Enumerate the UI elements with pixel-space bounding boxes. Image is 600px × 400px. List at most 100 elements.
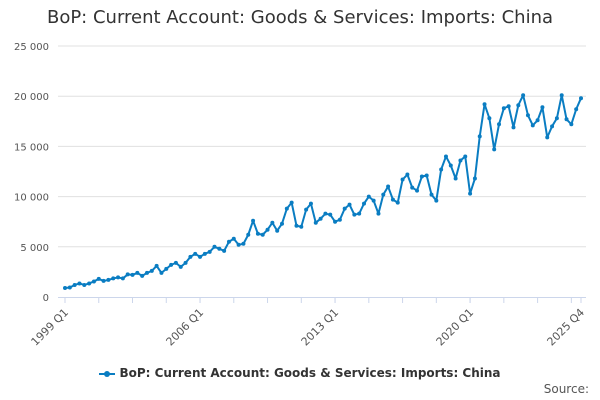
- data-point: [231, 236, 236, 241]
- data-point: [106, 277, 111, 282]
- data-point: [91, 279, 96, 284]
- y-tick-label: 15 000: [14, 142, 49, 153]
- data-point: [424, 173, 429, 178]
- data-point: [275, 228, 280, 233]
- data-point: [318, 216, 323, 221]
- data-point: [434, 198, 439, 203]
- data-point: [308, 201, 313, 206]
- data-point: [188, 254, 193, 259]
- data-point: [506, 104, 511, 109]
- data-point: [559, 93, 564, 98]
- data-point: [525, 113, 530, 118]
- data-point: [352, 212, 357, 217]
- data-point: [67, 285, 72, 290]
- data-point: [535, 118, 540, 123]
- data-point: [415, 188, 420, 193]
- data-point: [333, 219, 338, 224]
- data-point: [236, 242, 241, 247]
- data-point: [400, 177, 405, 182]
- source-label: Source:: [543, 382, 589, 396]
- data-point: [579, 96, 583, 101]
- data-point: [323, 211, 328, 216]
- data-point: [255, 231, 260, 236]
- data-point: [159, 270, 164, 275]
- data-point: [246, 232, 251, 237]
- data-point: [410, 185, 415, 190]
- data-point: [472, 176, 477, 181]
- data-point: [193, 251, 198, 256]
- data-point: [443, 154, 448, 159]
- data-point: [361, 201, 366, 206]
- data-point: [381, 192, 386, 197]
- data-point: [178, 264, 183, 269]
- data-point: [265, 227, 270, 232]
- data-point: [289, 200, 294, 205]
- x-tick-label: 1999 Q1: [29, 306, 72, 349]
- data-point: [270, 220, 275, 225]
- data-point: [87, 281, 92, 286]
- x-tick-label: 2020 Q1: [434, 306, 477, 349]
- data-point: [116, 275, 121, 280]
- x-tick-label: 2013 Q1: [299, 306, 342, 349]
- data-point: [540, 105, 545, 110]
- data-point: [497, 122, 502, 127]
- data-point: [545, 135, 550, 140]
- data-point: [574, 107, 579, 112]
- data-point: [101, 278, 106, 283]
- y-tick-label: 5 000: [20, 243, 49, 254]
- data-point: [183, 260, 188, 265]
- data-point: [140, 273, 145, 278]
- data-point: [284, 206, 289, 211]
- data-point: [63, 285, 67, 290]
- data-point: [202, 251, 207, 256]
- data-point: [390, 197, 395, 202]
- data-point: [149, 268, 154, 273]
- data-point: [482, 102, 487, 107]
- data-point: [96, 276, 101, 281]
- data-point: [521, 93, 526, 98]
- data-point: [492, 147, 497, 152]
- data-point: [342, 206, 347, 211]
- legend-label: BoP: Current Account: Goods & Services: …: [119, 366, 501, 380]
- data-point: [77, 281, 82, 286]
- legend-item[interactable]: BoP: Current Account: Goods & Services: …: [0, 366, 600, 380]
- data-point: [294, 223, 299, 228]
- data-point: [516, 103, 521, 108]
- data-point: [530, 123, 535, 128]
- data-point: [405, 172, 410, 177]
- data-point: [419, 174, 424, 179]
- data-point: [463, 154, 468, 159]
- data-point: [386, 184, 391, 189]
- data-point: [72, 282, 77, 287]
- data-point: [207, 249, 212, 254]
- data-point: [120, 276, 125, 281]
- data-point: [554, 116, 559, 121]
- data-point: [82, 282, 87, 287]
- data-point: [328, 212, 333, 217]
- data-point: [439, 167, 444, 172]
- data-point: [366, 194, 371, 199]
- data-point: [241, 241, 246, 246]
- data-point: [304, 207, 309, 212]
- data-point: [550, 124, 555, 129]
- data-point: [169, 262, 174, 267]
- data-point: [226, 239, 231, 244]
- data-point: [458, 158, 463, 163]
- y-tick-label: 10 000: [14, 193, 49, 204]
- y-tick-label: 20 000: [14, 92, 49, 103]
- data-point: [135, 270, 140, 275]
- data-point: [111, 276, 116, 281]
- legend-line-symbol: [99, 370, 116, 377]
- data-point: [564, 117, 569, 122]
- data-point: [376, 211, 381, 216]
- data-point: [212, 244, 217, 249]
- data-point: [468, 191, 473, 196]
- data-point: [371, 198, 376, 203]
- data-point: [154, 263, 159, 268]
- data-point: [164, 266, 169, 271]
- data-point: [144, 270, 149, 275]
- data-point: [222, 248, 227, 253]
- data-point: [453, 176, 458, 181]
- data-point: [260, 232, 265, 237]
